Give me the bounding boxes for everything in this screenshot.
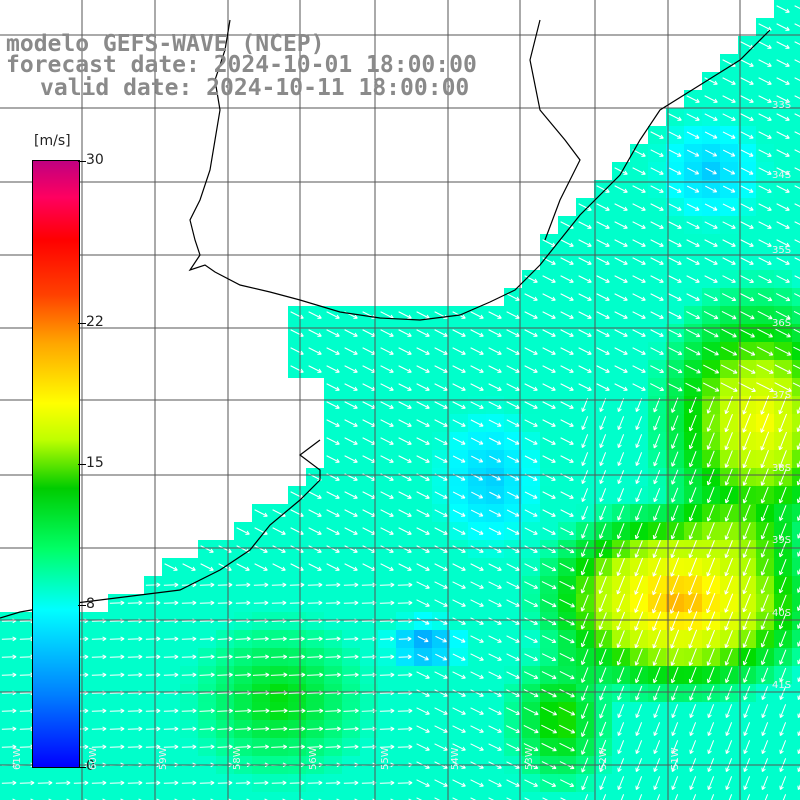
colorbar-tick-mark	[78, 161, 86, 162]
colorbar-tick-mark	[78, 767, 86, 768]
colorbar-tick-label: 0	[86, 758, 95, 774]
longitude-label: 55W	[380, 747, 391, 770]
latitude-label: 33S	[772, 100, 792, 111]
longitude-label: 58W	[232, 747, 243, 770]
colorbar-tick-label: 30	[86, 152, 104, 168]
colorbar-tick-mark	[78, 605, 86, 607]
title-valid-date: valid date: 2024-10-11 18:00:00	[40, 75, 470, 101]
latitude-label: 36S	[772, 318, 792, 329]
longitude-label: 56W	[308, 747, 319, 770]
colorbar-tick-mark	[78, 322, 86, 324]
latitude-label: 40S	[772, 608, 792, 619]
latitude-label: 37S	[772, 390, 792, 401]
latitude-label: 39S	[772, 535, 792, 546]
longitude-label: 52W	[598, 747, 609, 770]
longitude-label: 51W	[670, 747, 681, 770]
colorbar-unit: [m/s]	[34, 133, 71, 149]
longitude-label: 54W	[450, 747, 461, 770]
colorbar-tick-label: 15	[86, 455, 104, 471]
title-model: modelo GEFS-WAVE (NCEP)	[6, 31, 325, 57]
latitude-label: 41S	[772, 680, 792, 691]
longitude-label: 61W	[12, 747, 23, 770]
colorbar-tick-mark	[78, 464, 86, 465]
colorbar-tick-label: 8	[86, 596, 95, 613]
longitude-label: 53W	[524, 747, 535, 770]
latitude-label: 35S	[772, 245, 792, 256]
colorbar	[32, 160, 80, 768]
title-forecast-date: forecast date: 2024-10-01 18:00:00	[6, 52, 477, 78]
longitude-label: 60W	[88, 747, 99, 770]
longitude-label: 59W	[158, 747, 169, 770]
colorbar-tick-label: 22	[86, 313, 104, 330]
latitude-label: 38S	[772, 463, 792, 474]
latitude-label: 34S	[772, 170, 792, 181]
